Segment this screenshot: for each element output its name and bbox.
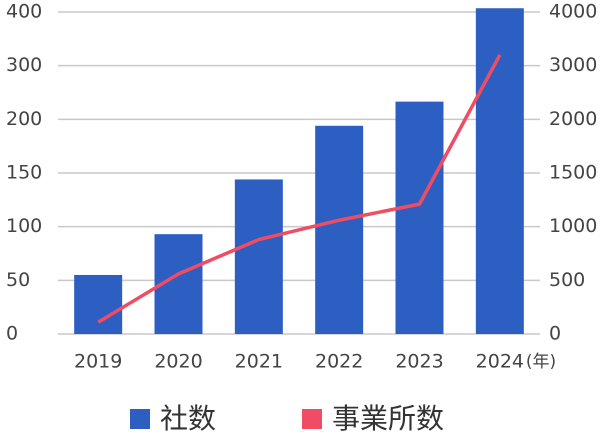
y-tick-label: 50 xyxy=(6,269,30,291)
bar xyxy=(395,101,444,334)
y-tick-label: 100 xyxy=(6,215,42,237)
y2-tick-label: 500 xyxy=(549,269,585,291)
x-tick-label: 2024 xyxy=(476,351,524,373)
y2-tick-label: 3000 xyxy=(549,54,597,76)
y-tick-label: 400 xyxy=(6,1,42,23)
x-unit: (年) xyxy=(526,352,556,372)
x-tick-label: 2022 xyxy=(315,351,363,373)
y-tick-label: 0 xyxy=(6,323,18,345)
y2-tick-label: 0 xyxy=(549,323,561,345)
bar xyxy=(234,179,283,334)
legend-label: 事業所数 xyxy=(332,402,444,435)
x-tick-label: 2019 xyxy=(74,351,122,373)
y2-tick-label: 1500 xyxy=(549,162,597,184)
legend-label: 社数 xyxy=(160,402,216,435)
y2-tick-label: 1000 xyxy=(549,215,597,237)
y2-tick-label: 4000 xyxy=(549,1,597,23)
line xyxy=(97,54,502,324)
x-tick-label: 2020 xyxy=(154,351,202,373)
bar xyxy=(74,274,123,334)
x-tick-label: 2021 xyxy=(235,351,283,373)
y-tick-label: 200 xyxy=(6,108,42,130)
y2-tick-label: 2000 xyxy=(549,108,597,130)
y-tick-label: 150 xyxy=(6,162,42,184)
legend-swatch xyxy=(302,409,322,429)
y-tick-label: 300 xyxy=(6,54,42,76)
legend-swatch xyxy=(130,409,150,429)
bar xyxy=(315,125,364,334)
x-tick-label: 2023 xyxy=(395,351,443,373)
bar xyxy=(475,8,524,334)
